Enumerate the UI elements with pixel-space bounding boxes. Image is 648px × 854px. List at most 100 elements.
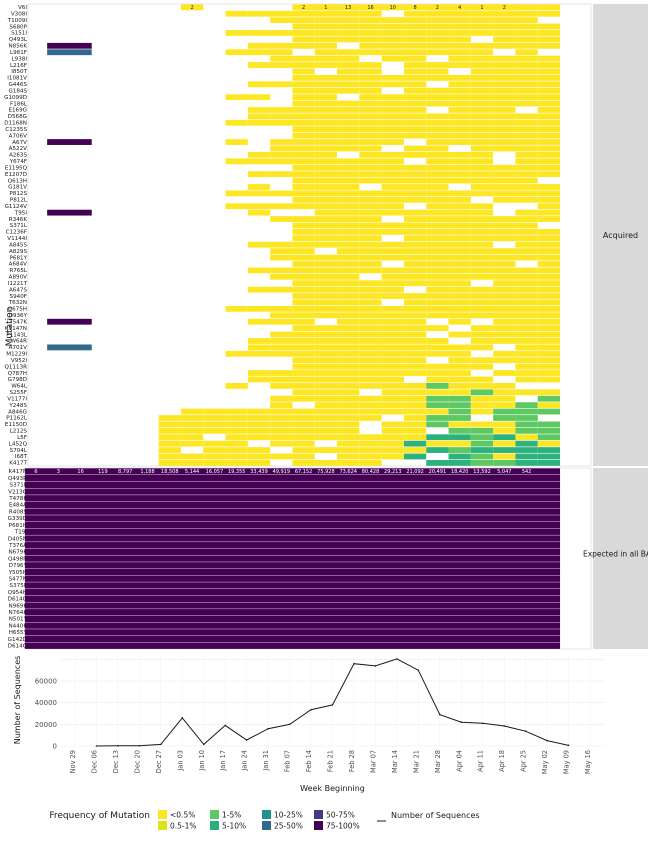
heatmap-cell (493, 280, 516, 287)
heatmap-cell (359, 395, 382, 402)
mutation-label: Q1113R (4, 364, 27, 370)
heatmap-cell (537, 254, 561, 261)
legend-swatch (262, 821, 271, 830)
heatmap-cell (337, 158, 360, 165)
heatmap-cell (359, 30, 382, 36)
heatmap-cell (403, 164, 427, 171)
heatmap-cell (314, 184, 338, 190)
cell-count-label: 4 (458, 5, 461, 11)
heatmap-cell (448, 190, 471, 197)
heatmap-cell (337, 62, 360, 68)
heatmap-cell (537, 318, 561, 325)
heatmap-cell (314, 164, 338, 171)
heatmap-cell (359, 447, 382, 453)
heatmap-cell (314, 55, 338, 62)
heatmap-cell (493, 331, 516, 338)
heatmap-cell (493, 395, 516, 402)
heatmap-cell (448, 453, 471, 460)
x-tick-label: Feb 21 (327, 750, 335, 772)
heatmap-cell (314, 196, 338, 203)
heatmap-cell (337, 318, 360, 325)
heatmap-cell (225, 10, 248, 17)
heatmap-cell (292, 203, 315, 210)
heatmap-cell (470, 389, 494, 396)
heatmap-cell (381, 331, 404, 338)
heatmap-cell (493, 402, 516, 409)
heatmap-cell (359, 94, 382, 101)
heatmap-cell (359, 222, 382, 229)
heatmap-cell (292, 453, 315, 460)
heatmap-cell (448, 119, 471, 126)
heatmap-cell (537, 395, 561, 402)
heatmap-cell (448, 299, 471, 306)
heatmap-cell (337, 254, 360, 261)
heatmap-cell (537, 261, 561, 267)
mutation-label: I1081V (7, 76, 27, 82)
cell-count-label: 21,092 (406, 469, 424, 475)
heatmap-cell (426, 235, 449, 242)
heatmap-cell (203, 408, 226, 415)
heatmap-cell (292, 36, 315, 43)
heatmap-cell (515, 312, 538, 319)
heatmap-cell (381, 107, 404, 113)
heatmap-cell (314, 415, 338, 421)
mutation-label: N679K (8, 550, 27, 556)
x-tick-label: Mar 07 (369, 750, 377, 773)
heatmap-cell (381, 363, 404, 370)
heatmap-cell (537, 158, 561, 165)
heatmap-cell (359, 203, 382, 210)
heatmap-cell (426, 100, 449, 107)
heatmap-cell (337, 248, 360, 255)
heatmap-cell (470, 286, 494, 293)
heatmap-cell (359, 267, 382, 274)
heatmap-cell (448, 248, 471, 255)
heatmap-cell (359, 164, 382, 171)
heatmap-cell (381, 171, 404, 178)
heatmap-cell (515, 248, 538, 255)
heatmap-cell (337, 10, 360, 17)
heatmap-cell (359, 62, 382, 68)
heatmap-cell (493, 100, 516, 107)
heatmap-cell (270, 216, 293, 222)
heatmap-cell (337, 357, 360, 364)
heatmap-cell (381, 305, 404, 312)
heatmap-cell (470, 158, 494, 165)
sequence-count-point (460, 721, 463, 723)
heatmap-cell (359, 23, 382, 30)
mutation-label: V952I (11, 358, 28, 364)
heatmap-cell (470, 305, 494, 312)
heatmap-cell (359, 49, 382, 56)
heatmap-cell (515, 164, 538, 171)
heatmap-cell (359, 254, 382, 261)
heatmap-cell (314, 350, 338, 357)
heatmap-cell (493, 261, 516, 267)
heatmap-cell (470, 203, 494, 210)
heatmap-cell (515, 171, 538, 178)
heatmap-cell (403, 350, 427, 357)
mutation-label: N969K (8, 603, 27, 609)
heatmap-cell (314, 100, 338, 107)
heatmap-cell (448, 267, 471, 274)
heatmap-cell (292, 434, 315, 441)
heatmap-cell (403, 389, 427, 396)
x-tick-label: Dec 13 (112, 750, 120, 773)
heatmap-cell (426, 459, 449, 466)
heatmap-cell (359, 81, 382, 88)
heatmap-cell (515, 325, 538, 332)
mutation-label: A647S (9, 287, 28, 293)
cell-count-label: 2 (302, 5, 305, 11)
heatmap-cell (314, 209, 338, 216)
heatmap-cell (314, 427, 338, 434)
heatmap-cell (470, 23, 494, 30)
heatmap-cell (448, 235, 471, 242)
heatmap-cell (448, 81, 471, 88)
heatmap-cell (292, 196, 315, 203)
heatmap-cell (314, 171, 338, 178)
mutation-label: S477N (9, 576, 27, 582)
heatmap-cell (403, 177, 427, 184)
heatmap-cell (225, 427, 248, 434)
heatmap-cell (537, 203, 561, 210)
mutation-label: V1144I (7, 236, 27, 242)
heatmap-cell (292, 164, 315, 171)
heatmap-cell (359, 293, 382, 299)
